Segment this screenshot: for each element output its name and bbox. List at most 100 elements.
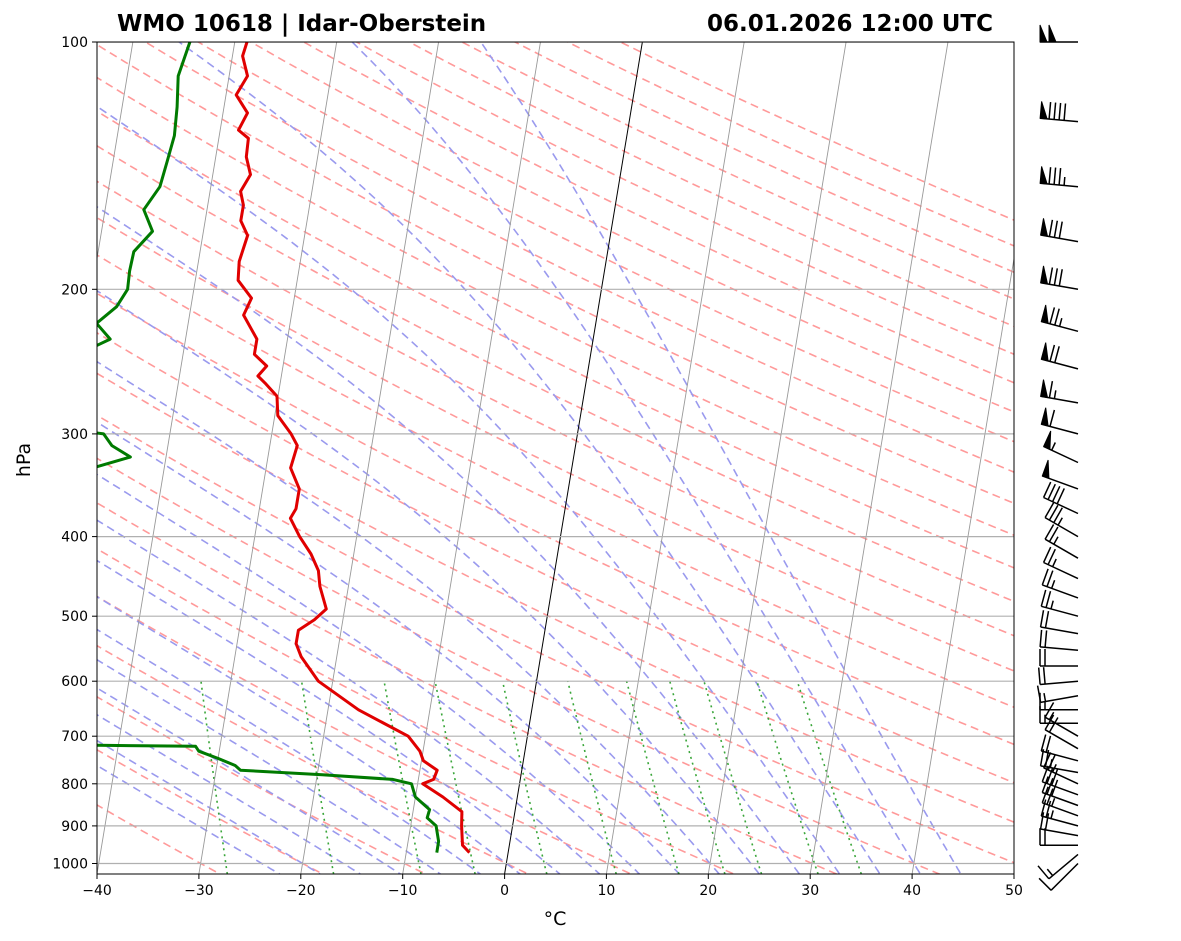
wind-barb-full-flag — [1045, 800, 1052, 818]
sounding-profiles — [97, 42, 471, 854]
wind-barb — [1039, 812, 1079, 837]
wind-barb-half-flag — [1058, 318, 1063, 327]
wind-barb — [1041, 568, 1079, 599]
isotherm-line — [911, 255, 1014, 874]
x-tick-label: −40 — [82, 883, 112, 899]
isotherm-line — [198, 42, 338, 874]
wind-barb-staff — [1044, 538, 1079, 559]
isotherm-line — [402, 42, 541, 874]
dewpoint-profile — [97, 42, 441, 853]
wind-barb-full-flag — [1054, 308, 1060, 326]
y-tick-label: 100 — [61, 35, 88, 51]
y-tick-label: 600 — [61, 674, 88, 690]
dry-adiabat-line — [97, 292, 1014, 746]
wind-barb-staff — [1050, 862, 1079, 891]
wind-barb — [1040, 589, 1079, 617]
wind-barb-half-flag — [1050, 798, 1056, 807]
wind-barb — [1039, 629, 1079, 651]
wind-barb — [1039, 166, 1079, 188]
wind-barbs — [1036, 24, 1079, 891]
wind-barb-full-flag — [1039, 812, 1045, 830]
station-title: WMO 10618 | Idar-Oberstein — [117, 11, 486, 37]
wind-barb-staff — [1040, 828, 1079, 837]
wind-barb-half-flag — [1048, 711, 1055, 721]
wind-barb-half-flag — [1046, 868, 1054, 877]
wind-barb-full-flag — [1040, 589, 1047, 607]
mixing-ratio-line — [300, 681, 335, 874]
wind-barb-staff — [1044, 716, 1079, 737]
dry-adiabat-line — [196, 42, 1014, 443]
isotherm-line — [97, 42, 236, 874]
wind-barb — [1039, 649, 1078, 667]
wind-barb-full-flag — [1053, 220, 1059, 238]
wind-barb-full-flag — [1040, 734, 1047, 752]
wind-barb-full-flag — [1056, 488, 1065, 505]
wind-barb-full-flag — [1039, 629, 1043, 647]
wind-barb-pennant — [1041, 459, 1050, 480]
wind-barb-full-flag — [1042, 667, 1046, 685]
wind-barb-full-flag — [1048, 504, 1059, 521]
wind-barb-full-flag — [1047, 483, 1056, 500]
wind-barb-staff — [1041, 815, 1079, 827]
y-tick-label: 300 — [61, 427, 88, 443]
wind-barb-staff — [1042, 791, 1079, 807]
wind-barb-full-flag — [1041, 776, 1049, 793]
x-tick-label: −10 — [388, 883, 418, 899]
wind-barb-half-flag — [1053, 536, 1059, 545]
mixing-ratio-line — [501, 681, 548, 874]
wind-barb-full-flag — [1041, 786, 1049, 804]
wind-barb-half-flag — [1049, 759, 1053, 768]
wind-barb-full-flag — [1048, 380, 1054, 399]
wind-barb-pennant — [1040, 304, 1049, 324]
wind-barb-full-flag — [1041, 765, 1049, 783]
y-tick-label: 800 — [61, 777, 88, 793]
wind-barb-full-flag — [1044, 502, 1055, 518]
wind-barb-full-flag — [1048, 717, 1059, 733]
isotherm-line — [707, 42, 847, 874]
mixing-ratio-line — [434, 681, 476, 874]
wind-barb-full-flag — [1063, 103, 1067, 121]
isotherm-line — [300, 42, 440, 874]
mixing-ratio-lines — [200, 680, 863, 874]
temperature-profile — [234, 42, 471, 854]
wind-barb — [1039, 101, 1079, 123]
wind-barb-half-flag — [1053, 390, 1057, 399]
wind-barb — [1040, 734, 1079, 762]
wind-barb-full-flag — [1041, 568, 1049, 586]
y-tick-label: 700 — [61, 729, 88, 745]
dry-adiabat-line — [97, 372, 1014, 824]
dry-adiabat-line — [97, 110, 1014, 569]
wind-barb — [1041, 776, 1079, 807]
wind-barb-full-flag — [1040, 799, 1047, 817]
wind-barb-staff — [1041, 750, 1079, 762]
wind-barb — [1044, 502, 1079, 538]
wind-barb-full-flag — [1058, 269, 1063, 287]
wind-barb — [1041, 786, 1079, 817]
wind-barb-full-flag — [1039, 610, 1045, 628]
wind-barb-staff — [1044, 516, 1079, 538]
wind-barb — [1044, 524, 1079, 559]
wind-barb-full-flag — [1044, 610, 1050, 628]
isotherm-line — [97, 42, 134, 262]
wind-barb-full-flag — [1049, 307, 1056, 324]
x-tick-label: −30 — [184, 883, 214, 899]
wind-barb — [1037, 853, 1079, 880]
wind-barb — [1044, 714, 1079, 750]
wind-barb-full-flag — [1048, 526, 1059, 543]
wind-barb — [1041, 459, 1079, 490]
wind-barb — [1040, 379, 1079, 404]
wind-barb-full-flag — [1044, 813, 1050, 831]
wind-barb-full-flag — [1037, 667, 1041, 685]
wind-barb-pennant — [1039, 166, 1048, 185]
wind-barb-full-flag — [1047, 548, 1056, 565]
wind-barb — [1040, 342, 1079, 370]
mixing-ratio-line — [383, 681, 422, 874]
wind-barb — [1042, 481, 1079, 515]
wind-barb-half-flag — [1057, 517, 1063, 526]
dry-adiabat-line — [97, 595, 633, 874]
wind-barb-full-flag — [1042, 481, 1052, 498]
wind-barb — [1040, 218, 1079, 243]
wind-barb-half-flag — [1050, 580, 1056, 589]
wind-barb — [1040, 304, 1079, 333]
